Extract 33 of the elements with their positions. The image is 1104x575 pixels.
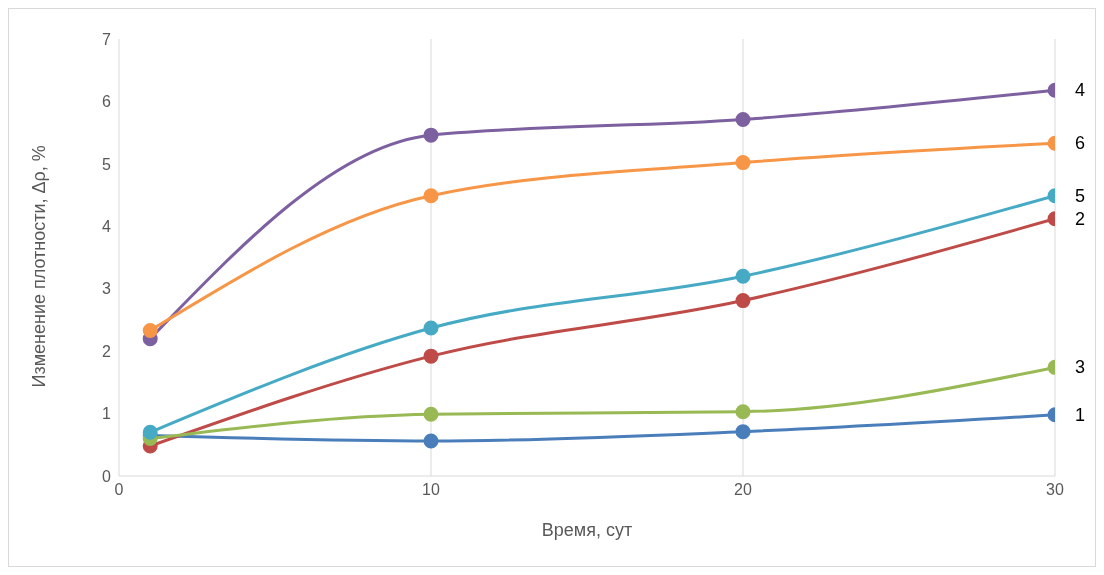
y-tick-label: 4 xyxy=(102,217,112,235)
y-tick-label: 6 xyxy=(102,93,112,111)
series-label: 1 xyxy=(1075,404,1086,425)
x-tick-label: 30 xyxy=(1046,481,1064,499)
point xyxy=(423,188,439,204)
series-label: 3 xyxy=(1075,357,1086,378)
x-axis-title: Время, сут xyxy=(541,520,633,540)
series-label: 6 xyxy=(1075,133,1086,154)
x-tick-label: 20 xyxy=(734,481,752,499)
y-tick-label: 1 xyxy=(102,405,112,423)
point xyxy=(423,348,439,364)
series-label: 2 xyxy=(1075,208,1086,229)
point xyxy=(423,433,439,449)
point xyxy=(735,424,751,440)
x-tick-label: 10 xyxy=(422,481,440,499)
point xyxy=(735,112,751,128)
y-tick-label: 0 xyxy=(102,467,112,485)
point xyxy=(735,293,751,309)
series-label: 5 xyxy=(1075,185,1086,206)
point xyxy=(423,406,439,422)
point xyxy=(735,155,751,171)
y-tick-label: 2 xyxy=(102,342,112,360)
point xyxy=(423,127,439,143)
series-label: 4 xyxy=(1075,80,1086,101)
x-tick-label: 0 xyxy=(114,481,124,499)
point xyxy=(735,268,751,284)
y-axis-title: Изменение плотности, Δρ, % xyxy=(29,145,50,388)
point xyxy=(423,320,439,336)
point xyxy=(735,404,751,420)
point xyxy=(142,323,158,339)
y-tick-label: 3 xyxy=(102,280,112,298)
y-tick-label: 7 xyxy=(102,30,112,48)
y-tick-label: 5 xyxy=(102,155,112,173)
